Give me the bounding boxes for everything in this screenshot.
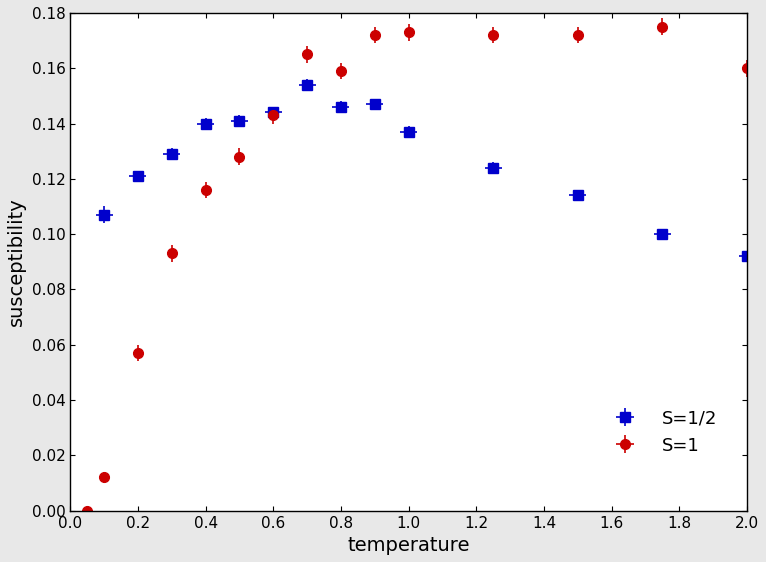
X-axis label: temperature: temperature <box>347 536 470 555</box>
Legend: S=1/2, S=1: S=1/2, S=1 <box>595 402 725 462</box>
Y-axis label: susceptibility: susceptibility <box>7 197 26 326</box>
